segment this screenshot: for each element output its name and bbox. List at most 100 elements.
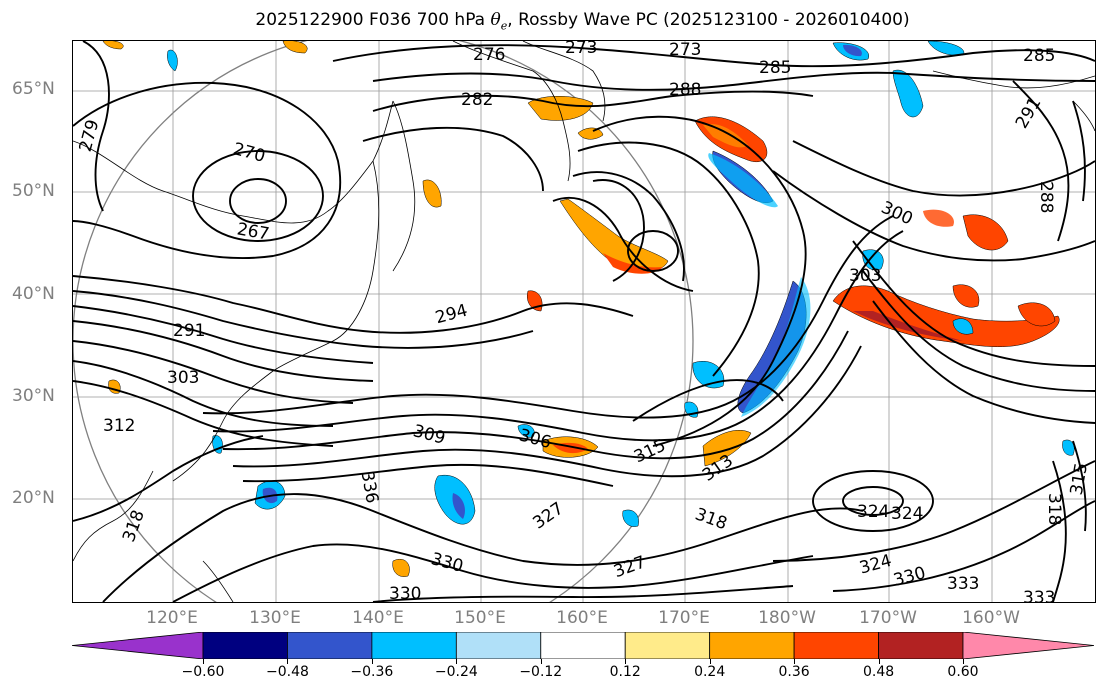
colorbar-segment (371, 632, 457, 659)
contour-327 (102, 493, 864, 602)
colorbar (72, 632, 1094, 659)
colorbar-tick-label: −0.48 (265, 664, 309, 680)
lon-label-170e: 170°E (658, 608, 710, 628)
contour-285 (372, 71, 1095, 91)
contour-309 (212, 230, 904, 442)
lat-label-40n: 40°N (12, 284, 55, 304)
contour-label: 312 (103, 416, 135, 436)
colorbar-tick-label: −0.12 (519, 664, 563, 680)
colorbar-tick-label: 0.60 (947, 664, 979, 680)
colorbar-tick-mark (540, 659, 542, 664)
colorbar-tick-label: −0.24 (434, 664, 478, 680)
contour-312 (73, 380, 334, 447)
contour-label: 288 (1036, 181, 1056, 213)
contour-291 (73, 320, 374, 382)
contour-label: 330 (891, 563, 928, 591)
contour-label: 291 (1012, 94, 1046, 132)
contour-label: 303 (167, 368, 199, 388)
colorbar-segment (709, 632, 795, 659)
contour-label: 333 (1023, 588, 1055, 602)
colorbar-tick-mark (456, 659, 458, 664)
contour-267 (229, 178, 287, 224)
contour-label: 330 (429, 549, 466, 577)
colorbar-tick-mark (625, 659, 627, 664)
contour-label: 285 (1023, 46, 1055, 66)
contour-276 (332, 44, 1095, 68)
contour-label: 318 (692, 504, 729, 534)
lon-label-140e: 140°E (352, 608, 404, 628)
contour-label: 300 (878, 198, 916, 230)
colorbar-tick-label: 0.12 (609, 664, 641, 680)
contour-300 (592, 115, 807, 447)
colorbar-tick-label: 0.36 (778, 664, 810, 680)
lat-label-30n: 30°N (12, 386, 55, 406)
contour-label: 267 (235, 219, 270, 244)
contour-label-group: 276 273 273 285 285 282 288 279 270 267 … (76, 41, 1092, 602)
colorbar-tick-label: −0.36 (350, 664, 394, 680)
great-circle (73, 41, 694, 602)
contour-318 (242, 463, 614, 487)
map-svg: 276 273 273 285 285 282 288 279 270 267 … (73, 41, 1095, 602)
colorbar-tick-mark (794, 659, 796, 664)
contour-288 (792, 140, 1095, 197)
colorbar-tick-mark (963, 659, 964, 664)
lon-label-180w: 180°W (758, 608, 816, 628)
lon-label-160w: 160°W (962, 608, 1020, 628)
lon-label-160e: 160°E (556, 608, 608, 628)
contour-label: 324 (857, 502, 889, 522)
colorbar-segment (455, 632, 542, 659)
contour-label: 303 (849, 266, 881, 286)
colorbar-segment (878, 632, 964, 659)
contour-306 (202, 215, 894, 419)
colorbar-segment (202, 632, 288, 659)
contour-label: 276 (473, 45, 505, 65)
contour-282 (372, 90, 814, 112)
contour-label: 333 (947, 574, 979, 594)
lat-label-50n: 50°N (12, 181, 55, 201)
contour-315 (232, 345, 862, 478)
contour-label: 285 (759, 58, 791, 78)
contour-291b (1072, 100, 1086, 202)
contour-303c (852, 240, 1095, 367)
lat-label-20n: 20°N (12, 488, 55, 508)
contour-label: 309 (411, 421, 448, 449)
contour-label: 306 (517, 425, 554, 453)
contour-label: 291 (173, 321, 205, 341)
contour-330 (172, 543, 814, 602)
colorbar-tick-mark (203, 659, 204, 664)
colorbar-segment (540, 632, 626, 659)
contour-label: 315 (1067, 461, 1092, 496)
contour-303b (73, 340, 354, 404)
colorbar-extension-low (72, 632, 204, 659)
colorbar-tick-mark (878, 659, 880, 664)
contour-273a (73, 81, 342, 259)
lon-label-130e: 130°E (249, 608, 301, 628)
contour-324 (812, 470, 934, 532)
contour-label: 327 (611, 552, 648, 582)
colorbar-tick-label: 0.48 (862, 664, 895, 680)
contour-label: 330 (389, 584, 421, 602)
map-panel: 276 273 273 285 285 282 288 279 270 267 … (72, 40, 1096, 603)
colorbar-tick-label: −0.60 (181, 664, 225, 680)
isentropes (73, 41, 1095, 602)
plot-title: 2025122900 F036 700 hPa θe, Rossby Wave … (255, 10, 910, 33)
contour-333 (372, 585, 794, 602)
contour-label: 318 (1044, 493, 1064, 525)
contour-label: 270 (231, 139, 268, 167)
lon-label-150e: 150°E (454, 608, 506, 628)
contour-label: 294 (433, 301, 470, 329)
contour-294 (73, 275, 634, 334)
colorbar-extension-high (962, 632, 1094, 659)
contour-label: 288 (669, 80, 701, 100)
lon-label-170w: 170°W (859, 608, 917, 628)
contour-label: 336 (357, 469, 382, 504)
colorbar-segments (72, 632, 1094, 659)
contour-303 (577, 141, 760, 377)
lat-label-65n: 65°N (12, 79, 55, 99)
colorbar-segment (287, 632, 373, 659)
colorbar-segment (793, 632, 879, 659)
contour-label: 327 (529, 498, 567, 533)
lon-label-120e: 120°E (146, 608, 198, 628)
contour-label: 273 (565, 41, 597, 58)
contour-label: 324 (891, 504, 923, 524)
